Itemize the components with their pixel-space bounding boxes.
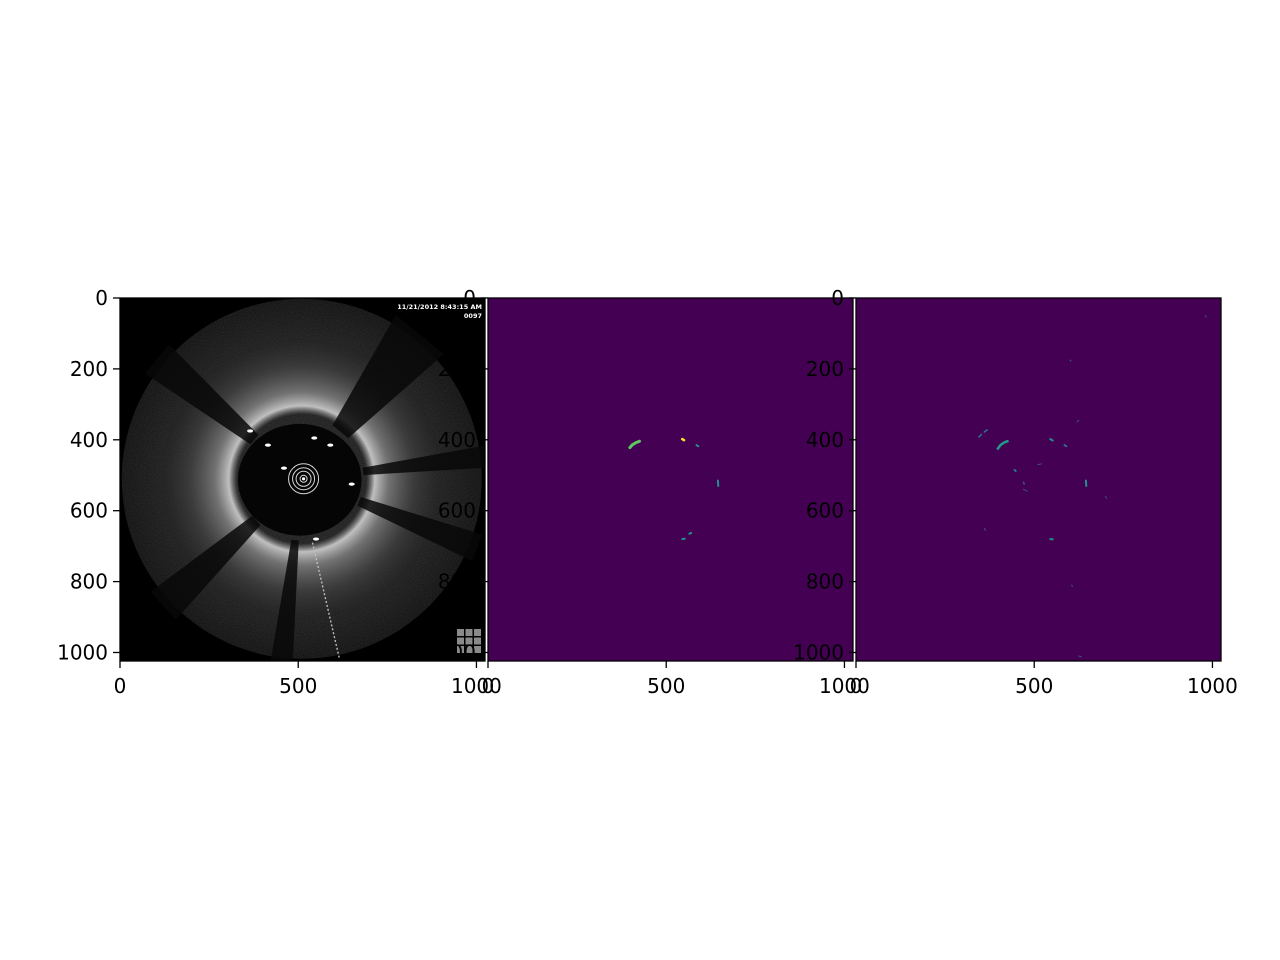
strut-shadow bbox=[144, 344, 259, 445]
image-background bbox=[488, 298, 853, 661]
strut-shadow bbox=[150, 515, 261, 620]
segment-mark bbox=[695, 444, 700, 448]
grid-icon bbox=[474, 629, 481, 636]
catheter-core bbox=[301, 477, 306, 481]
grid-icon bbox=[465, 629, 473, 636]
axes-frame bbox=[855, 297, 1222, 662]
stent-strut bbox=[264, 443, 271, 447]
oct-scan bbox=[121, 298, 485, 661]
segment-mark bbox=[1105, 496, 1108, 499]
x-tick-label: 500 bbox=[279, 674, 317, 698]
y-tick-label: 400 bbox=[438, 428, 476, 452]
x-tick-label: 1000 bbox=[1187, 674, 1238, 698]
panel-prediction bbox=[488, 298, 853, 661]
grid-icon bbox=[457, 646, 464, 653]
axes-frame bbox=[487, 297, 854, 662]
y-tick-label: 0 bbox=[95, 286, 108, 310]
segment-mark bbox=[628, 439, 641, 450]
y-tick-label: 800 bbox=[438, 570, 476, 594]
y-tick-label: 400 bbox=[806, 428, 844, 452]
segment-mark bbox=[983, 429, 988, 433]
x-tick-label: 0 bbox=[850, 674, 863, 698]
catheter-ring bbox=[288, 463, 320, 495]
stent-strut bbox=[247, 429, 254, 433]
prediction-marks bbox=[628, 437, 720, 541]
x-tick-label: 1000 bbox=[819, 674, 870, 698]
segment-mark bbox=[1037, 463, 1042, 466]
grid-icon bbox=[474, 646, 481, 653]
y-tick-label: 600 bbox=[806, 499, 844, 523]
segment-mark bbox=[996, 439, 1009, 450]
x-tick-label: 500 bbox=[1015, 674, 1053, 698]
x-tick-label: 1000 bbox=[451, 674, 502, 698]
stent-strut bbox=[327, 443, 334, 447]
segment-mark bbox=[1076, 419, 1080, 423]
strut-shadow bbox=[357, 497, 483, 562]
catheter-ring bbox=[292, 467, 316, 491]
grid-icon bbox=[474, 637, 481, 645]
strut-shadow bbox=[362, 445, 485, 476]
segment-mark bbox=[1078, 655, 1082, 658]
y-tick-label: 1000 bbox=[425, 640, 476, 664]
y-tick-label: 200 bbox=[70, 357, 108, 381]
axes-frame bbox=[119, 297, 486, 662]
y-tick-label: 1000 bbox=[57, 640, 108, 664]
grid-icon bbox=[465, 637, 473, 645]
segment-mark bbox=[1022, 481, 1025, 485]
stent-strut bbox=[313, 537, 320, 541]
y-tick-label: 400 bbox=[70, 428, 108, 452]
panel-oct-image bbox=[120, 298, 485, 661]
segment-mark bbox=[1063, 444, 1068, 448]
y-tick-label: 600 bbox=[438, 499, 476, 523]
segment-mark bbox=[1023, 488, 1028, 492]
strut-shadow bbox=[332, 314, 444, 439]
x-tick-label: 500 bbox=[647, 674, 685, 698]
panel-probability bbox=[856, 298, 1221, 661]
y-tick-label: 200 bbox=[438, 357, 476, 381]
oct-frame-number: 0097 bbox=[464, 312, 482, 320]
image-background bbox=[856, 298, 1221, 661]
y-tick-label: 800 bbox=[806, 570, 844, 594]
catheter-ring bbox=[299, 474, 308, 483]
segment-mark bbox=[978, 433, 983, 438]
probability-marks bbox=[978, 315, 1207, 658]
stent-strut bbox=[280, 466, 287, 470]
oct-timestamp: 11/21/2012 8:43:15 AM bbox=[397, 303, 482, 311]
y-tick-label: 0 bbox=[831, 286, 844, 310]
segment-mark bbox=[1071, 584, 1073, 588]
x-tick-label: 0 bbox=[114, 674, 127, 698]
x-tick-label: 0 bbox=[482, 674, 495, 698]
segment-mark bbox=[1069, 359, 1072, 362]
y-tick-label: 800 bbox=[70, 570, 108, 594]
grid-icon bbox=[465, 646, 473, 653]
y-tick-label: 0 bbox=[463, 286, 476, 310]
segment-mark bbox=[688, 532, 693, 535]
stent-strut bbox=[348, 482, 355, 486]
strut-shadow bbox=[270, 539, 299, 661]
segment-mark bbox=[1049, 438, 1054, 442]
segment-mark bbox=[1204, 315, 1207, 318]
catheter-ring bbox=[295, 470, 312, 487]
grid-icon bbox=[457, 637, 464, 645]
segment-mark bbox=[983, 527, 986, 531]
stent-strut bbox=[311, 436, 318, 440]
y-tick-label: 600 bbox=[70, 499, 108, 523]
y-tick-label: 200 bbox=[806, 357, 844, 381]
segment-mark bbox=[681, 437, 686, 442]
y-tick-label: 1000 bbox=[793, 640, 844, 664]
segment-mark bbox=[1013, 468, 1017, 472]
grid-icon bbox=[457, 629, 464, 636]
